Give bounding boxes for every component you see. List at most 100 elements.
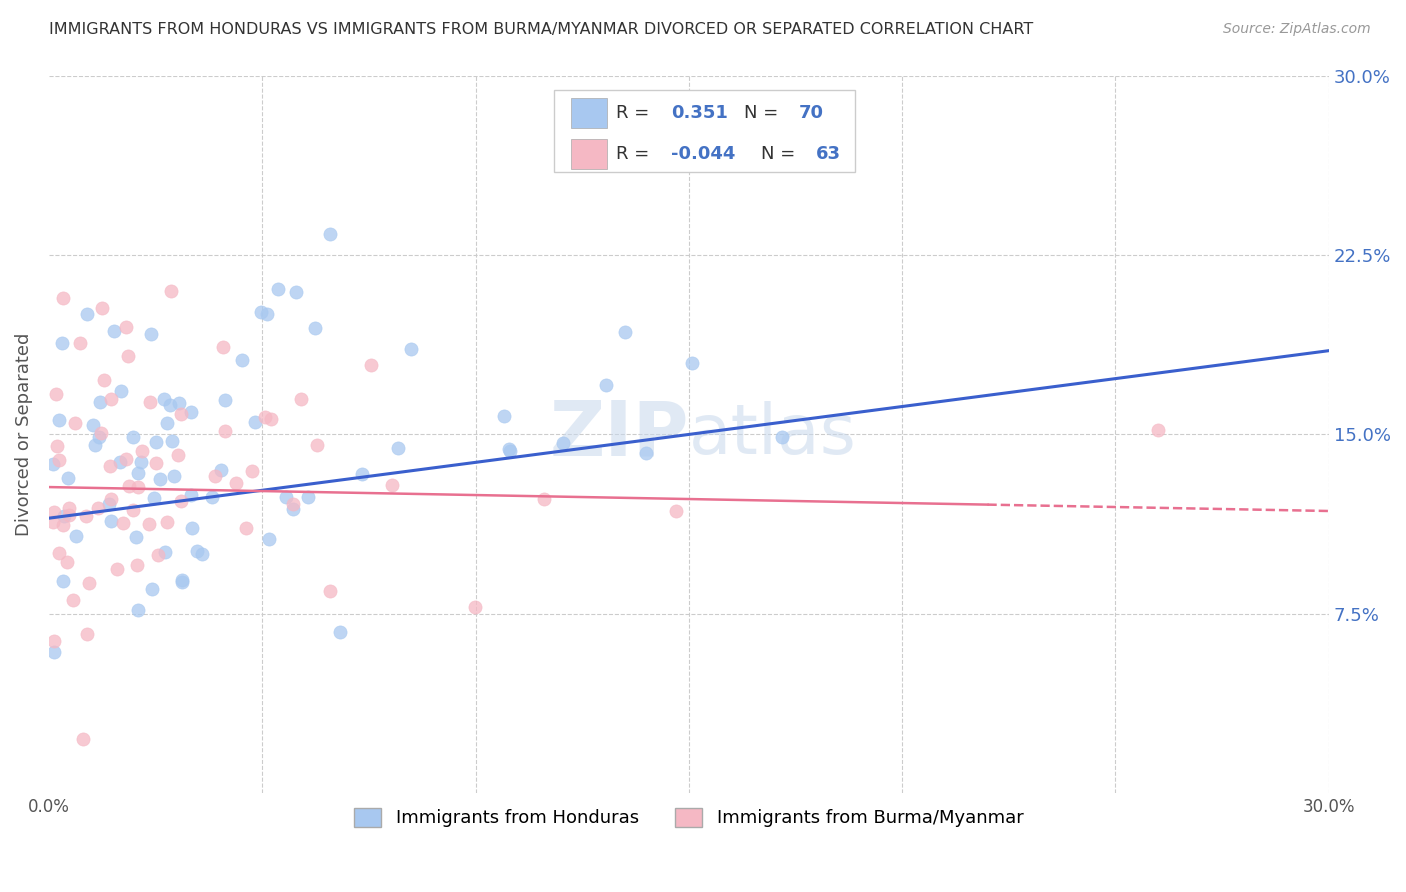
Point <box>319 583 342 598</box>
Point <box>52 574 75 589</box>
Point <box>533 492 555 507</box>
Point <box>284 285 307 299</box>
Point <box>131 444 153 458</box>
Point <box>159 284 181 298</box>
Text: Source: ZipAtlas.com: Source: ZipAtlas.com <box>1223 22 1371 37</box>
Point <box>266 282 288 296</box>
Point <box>276 490 298 504</box>
Point <box>186 543 208 558</box>
Point <box>360 359 382 373</box>
Point <box>162 468 184 483</box>
Text: ZIP: ZIP <box>550 398 689 472</box>
Point <box>681 356 703 370</box>
Point <box>63 416 86 430</box>
Point <box>122 503 145 517</box>
Text: R =: R = <box>616 104 655 122</box>
Point <box>169 408 191 422</box>
Point <box>156 416 179 430</box>
Point <box>235 521 257 535</box>
Point <box>297 490 319 504</box>
Point <box>387 442 409 456</box>
Point <box>329 625 352 640</box>
Point <box>281 502 304 516</box>
Point <box>42 645 65 659</box>
Point <box>153 545 176 559</box>
FancyBboxPatch shape <box>571 98 607 128</box>
Point <box>89 394 111 409</box>
Point <box>240 464 263 478</box>
Point <box>256 308 278 322</box>
Point <box>42 515 65 529</box>
Point <box>42 458 65 472</box>
Point <box>44 633 66 648</box>
Point <box>141 327 163 342</box>
Point <box>613 325 636 339</box>
Point <box>69 336 91 351</box>
Point <box>111 516 134 530</box>
Text: 70: 70 <box>799 104 824 122</box>
Point <box>127 467 149 481</box>
Point <box>143 491 166 505</box>
Point <box>225 475 247 490</box>
Point <box>260 411 283 425</box>
Point <box>214 424 236 438</box>
Point <box>75 509 97 524</box>
Point <box>100 392 122 406</box>
Point <box>58 500 80 515</box>
Point <box>139 394 162 409</box>
Point <box>114 319 136 334</box>
Point <box>166 448 188 462</box>
Point <box>62 593 84 607</box>
Point <box>305 438 328 452</box>
Point <box>153 392 176 406</box>
Point <box>290 392 312 407</box>
Point <box>172 574 194 589</box>
Text: atlas: atlas <box>689 401 856 468</box>
Point <box>214 392 236 407</box>
Point <box>149 472 172 486</box>
Point <box>84 438 107 452</box>
FancyBboxPatch shape <box>554 90 855 172</box>
Point <box>281 496 304 510</box>
Point <box>48 413 70 427</box>
Point <box>93 373 115 387</box>
Point <box>499 443 522 458</box>
Point <box>82 417 104 432</box>
Point <box>125 530 148 544</box>
Point <box>117 478 139 492</box>
Point <box>381 477 404 491</box>
Point <box>319 227 342 242</box>
Point <box>103 324 125 338</box>
Legend: Immigrants from Honduras, Immigrants from Burma/Myanmar: Immigrants from Honduras, Immigrants fro… <box>347 801 1031 835</box>
FancyBboxPatch shape <box>571 139 607 169</box>
Point <box>48 452 70 467</box>
Point <box>145 434 167 449</box>
Point <box>105 561 128 575</box>
Point <box>127 603 149 617</box>
Point <box>156 515 179 529</box>
Point <box>259 532 281 546</box>
Point <box>551 436 574 450</box>
Point <box>170 494 193 508</box>
Point <box>350 467 373 482</box>
Point <box>209 463 232 477</box>
Point <box>492 409 515 424</box>
Point <box>636 445 658 459</box>
Point <box>98 459 121 474</box>
Point <box>90 426 112 441</box>
Point <box>72 731 94 746</box>
Point <box>55 555 77 569</box>
Point <box>464 599 486 614</box>
Point <box>253 410 276 425</box>
Point <box>180 488 202 502</box>
Point <box>498 442 520 457</box>
Point <box>201 490 224 504</box>
Point <box>138 516 160 531</box>
Point <box>89 430 111 444</box>
Text: -0.044: -0.044 <box>671 145 735 163</box>
Point <box>770 430 793 444</box>
Point <box>100 514 122 528</box>
Point <box>76 307 98 321</box>
Point <box>159 398 181 412</box>
Point <box>125 558 148 572</box>
